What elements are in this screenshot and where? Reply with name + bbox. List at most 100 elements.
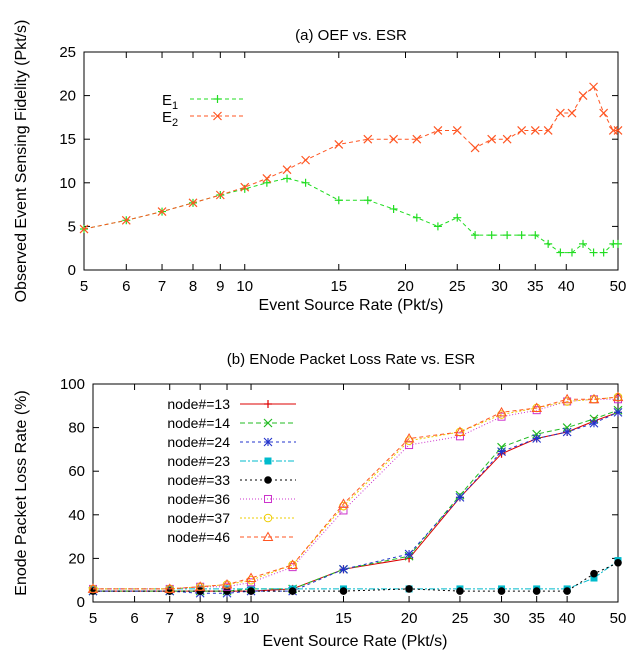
data-point-5-7	[405, 441, 414, 450]
data-point-4-10	[532, 587, 541, 595]
data-point-1-27	[613, 126, 623, 135]
data-point-1-16	[487, 134, 497, 144]
chart-a-ylabel: Observed Event Sensing Fidelity (Pkt/s)	[13, 20, 30, 303]
data-point-1-9	[334, 140, 344, 149]
data-point-7-12	[588, 393, 600, 404]
chart-b-xlabel: Event Source Rate (Pkt/s)	[263, 633, 448, 650]
data-point-7-10	[531, 402, 543, 412]
data-point-0-7	[283, 174, 292, 183]
chart-b: (b) ENode Packet Loss Rate vs. ESR 5 6 7 8 9…	[13, 351, 626, 650]
legend-marker-0	[264, 400, 272, 408]
y-tick-label: 80	[68, 420, 85, 437]
data-point-1-19	[530, 126, 540, 135]
data-point-1-15	[470, 143, 480, 153]
data-point-7-8	[454, 426, 466, 436]
data-point-4-5	[288, 587, 297, 595]
data-point-7-13	[612, 391, 624, 402]
legend-marker-5	[264, 495, 272, 503]
data-point-1-14	[452, 126, 462, 135]
data-point-2-12	[589, 418, 599, 428]
data-point-0-17	[503, 231, 512, 240]
legend-marker-0	[213, 95, 222, 103]
legend-label-6: node#=37	[167, 510, 230, 526]
x-tick-label: 6	[130, 610, 138, 627]
legend-marker-1	[213, 111, 222, 121]
y-tick-label: 15	[59, 131, 76, 148]
legend-label-0: E1	[162, 92, 178, 112]
y-tick-label: 5	[68, 218, 76, 235]
chart-b-ylabel: Enode Packet Loss Rate (%)	[13, 390, 30, 595]
data-point-1-17	[502, 134, 512, 144]
data-point-7-2	[194, 581, 206, 591]
data-point-1-23	[578, 91, 588, 101]
data-point-1-10	[532, 429, 542, 439]
legend-label-5: node#=36	[167, 491, 230, 507]
legend-label-4: node#=33	[167, 472, 230, 488]
data-point-0-8	[301, 178, 310, 187]
legend-marker-6	[263, 513, 273, 523]
data-point-7-0	[87, 583, 99, 593]
x-tick-label: 9	[223, 610, 231, 627]
data-point-4-12	[590, 569, 598, 578]
y-tick-label: 100	[60, 376, 85, 393]
data-point-0-5	[240, 184, 249, 193]
data-point-0-22	[567, 248, 576, 257]
x-tick-label: 8	[189, 278, 197, 295]
data-point-1-2	[157, 207, 167, 217]
data-point-1-4	[215, 190, 225, 200]
x-tick-label: 50	[610, 278, 627, 295]
data-point-7-4	[245, 572, 257, 583]
x-tick-label: 7	[166, 610, 174, 627]
chart-b-legend: node#=13 node#=14 node#=24 node#=23 node#=33…	[167, 396, 296, 545]
data-point-4-2	[196, 587, 204, 595]
data-point-1-22	[567, 108, 577, 118]
legend-label-7: node#=46	[167, 529, 230, 545]
x-tick-label: 20	[401, 610, 418, 627]
data-point-0-19	[531, 231, 540, 240]
data-point-2-7	[404, 549, 414, 559]
series-line-7	[93, 396, 619, 590]
y-tick-label: 20	[59, 88, 76, 105]
x-tick-label: 40	[558, 278, 575, 295]
data-point-4-8	[456, 587, 464, 595]
data-point-4-7	[405, 585, 413, 593]
data-point-0-24	[589, 248, 598, 257]
data-point-4-9	[497, 587, 506, 595]
data-point-1-21	[555, 108, 565, 118]
legend-label-1: E2	[162, 109, 178, 129]
legend-label-3: node#=23	[167, 453, 230, 469]
data-point-3-12	[590, 574, 598, 582]
data-point-2-13	[613, 407, 623, 417]
x-tick-label: 25	[449, 278, 466, 295]
data-point-0-15	[471, 231, 480, 240]
series-line-2	[93, 411, 619, 594]
data-point-7-3	[221, 579, 233, 589]
y-tick-label: 0	[68, 262, 76, 279]
data-point-1-9	[497, 442, 506, 452]
data-point-1-11	[389, 134, 399, 144]
data-point-1-18	[517, 126, 527, 135]
data-point-0-13	[433, 222, 442, 231]
data-point-1-6	[262, 174, 272, 183]
data-point-4-6	[339, 587, 348, 595]
data-point-1-24	[589, 82, 598, 92]
x-tick-label: 30	[493, 610, 510, 627]
data-point-1-7	[282, 165, 292, 175]
data-point-1-20	[543, 126, 553, 135]
chart-b-frame	[92, 383, 619, 603]
x-tick-label: 5	[80, 278, 88, 295]
data-point-0-11	[389, 204, 398, 213]
data-point-7-9	[496, 406, 507, 417]
series-line-4	[93, 562, 619, 592]
data-point-2-6	[339, 564, 348, 574]
x-tick-label: 25	[452, 610, 469, 627]
legend-marker-7	[262, 531, 274, 541]
data-point-1-3	[188, 198, 198, 208]
data-point-7-7	[403, 432, 415, 443]
data-point-0-21	[556, 248, 565, 257]
data-point-7-11	[561, 393, 573, 404]
x-tick-label: 15	[335, 610, 352, 627]
x-tick-label: 30	[491, 278, 508, 295]
data-point-0-10	[363, 196, 372, 205]
